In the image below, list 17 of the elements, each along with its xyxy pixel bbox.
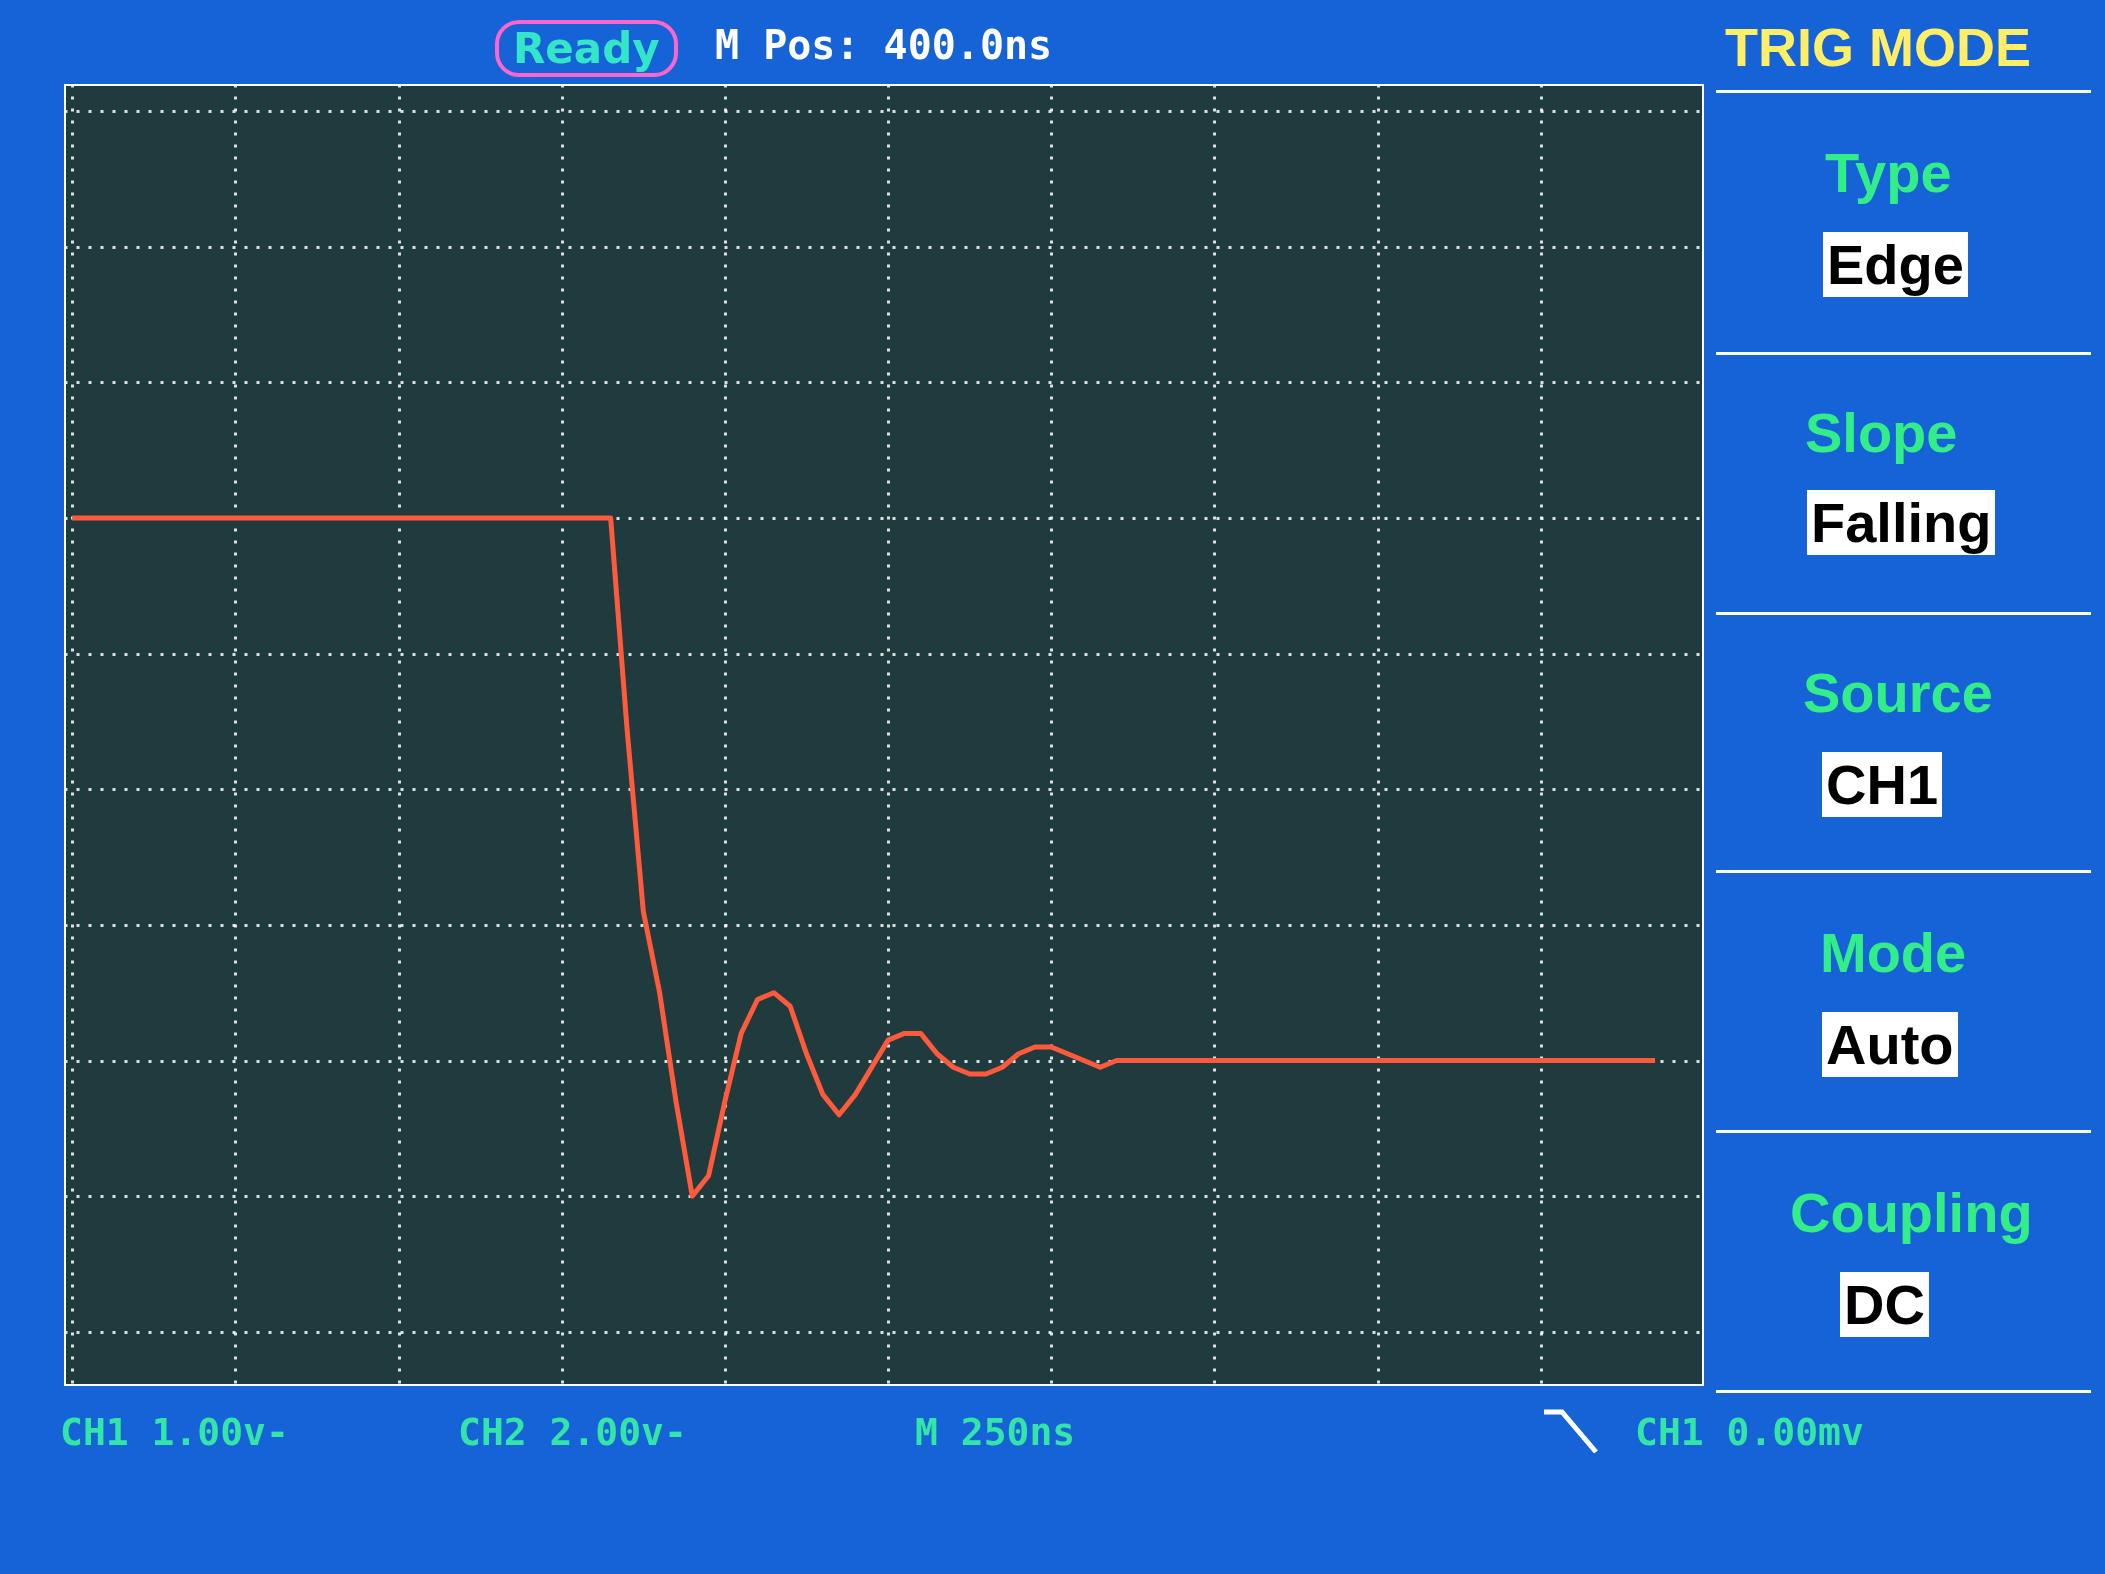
text: CH1 1.00v- — [60, 1410, 289, 1454]
text: CH1 0.00mv — [1635, 1410, 1864, 1454]
text: CH1 — [1822, 752, 1943, 817]
text: Source — [1803, 660, 1993, 725]
text: Falling — [1807, 490, 1996, 555]
text: CH2 2.00v- — [458, 1410, 687, 1454]
text: Slope — [1805, 400, 1958, 465]
text: Mode — [1820, 920, 1967, 985]
text: TRIG MODE — [1725, 16, 2031, 78]
text: Edge — [1823, 232, 1968, 297]
text: Coupling — [1790, 1180, 2033, 1245]
text: M Pos: 400.0ns — [715, 22, 1053, 68]
text: Ready — [495, 20, 678, 77]
text: Type — [1825, 140, 1952, 205]
text: Auto — [1822, 1012, 1958, 1077]
text: DC — [1840, 1272, 1929, 1337]
text: M 250ns — [915, 1410, 1076, 1454]
